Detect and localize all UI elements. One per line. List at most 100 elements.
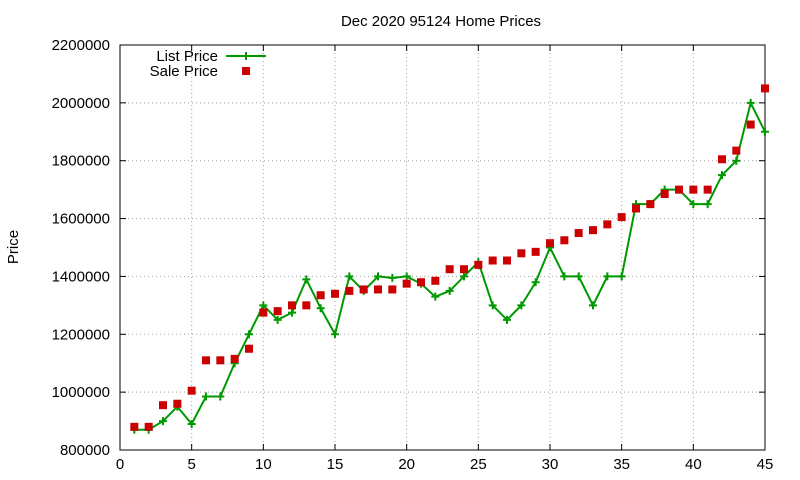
list-price-point: [560, 272, 569, 281]
sale-price-point: [675, 185, 683, 194]
sale-price-point: [187, 386, 196, 395]
list-price-point: [718, 171, 726, 180]
ticks-layer: 0 5 10 15 20 25 30 35 40 45 800000 1000000 1200000 14…: [52, 37, 774, 473]
sale-price-point: [359, 285, 368, 294]
list-price-point: [746, 98, 755, 107]
sale-price-point: [388, 285, 397, 294]
sale-price-point: [331, 289, 339, 298]
list-price-point: [316, 304, 325, 313]
sale-price-point: [746, 120, 755, 129]
sale-price-point: [302, 301, 311, 310]
x-tick-label: 20: [398, 456, 415, 473]
sale-price-point: [245, 344, 253, 353]
sale-price-point: [460, 265, 468, 274]
legend-label: Sale Price: [150, 63, 218, 80]
sale-price-point: [273, 307, 282, 316]
sale-price-point: [259, 308, 268, 317]
sale-price-point: [417, 278, 425, 287]
legend-label: List Price: [156, 48, 218, 65]
y-tick-label: 1400000: [52, 268, 110, 285]
sale-price-point: [216, 356, 225, 365]
y-tick-label: 800000: [60, 442, 110, 459]
list-price-point: [374, 272, 382, 281]
sale-price-point: [646, 200, 655, 209]
x-tick-label: 15: [327, 456, 344, 473]
sale-price-point: [689, 185, 698, 194]
x-tick-label: 45: [757, 456, 774, 473]
chart-title: Dec 2020 95124 Home Prices: [341, 13, 541, 30]
x-tick-label: 0: [116, 456, 124, 473]
list-price-point: [732, 156, 741, 165]
x-tick-label: 35: [613, 456, 630, 473]
list-price-point: [431, 292, 440, 301]
list-price-point: [574, 272, 583, 281]
list-price-point: [445, 286, 454, 295]
sale-price-point: [732, 146, 741, 155]
sale-price-point: [144, 422, 153, 431]
sale-price-point: [345, 286, 354, 295]
list-price-point: [689, 200, 698, 209]
grid-layer: [120, 45, 765, 450]
list-price-point: [488, 301, 497, 310]
sale-price-point: [617, 213, 626, 222]
sale-price-point: [703, 185, 712, 194]
sale-price-point: [173, 399, 182, 408]
list-price-point: [603, 272, 612, 281]
list-price-point: [288, 308, 296, 317]
sale-price-point: [718, 155, 726, 164]
x-tick-label: 5: [187, 456, 195, 473]
sale-price-point: [517, 249, 526, 258]
list-price-point: [460, 272, 468, 281]
list-price-point: [345, 272, 354, 281]
y-axis-label: Price: [5, 230, 22, 264]
sale-price-point: [130, 422, 139, 431]
sale-price-point: [230, 354, 239, 363]
sale-price-point: [202, 356, 210, 365]
sale-price-point: [603, 220, 612, 229]
y-tick-label: 1600000: [52, 211, 110, 228]
series-layer: [130, 84, 769, 434]
sale-price-point: [445, 265, 454, 274]
y-tick-label: 1000000: [52, 384, 110, 401]
list-price-point: [517, 301, 526, 310]
sale-price-point: [531, 247, 540, 256]
list-price-point: [245, 330, 253, 339]
y-tick-label: 2000000: [52, 95, 110, 112]
list-price-point: [402, 272, 411, 281]
list-price-point: [503, 315, 511, 324]
sale-price-point: [503, 256, 511, 265]
sale-price-point: [574, 229, 583, 238]
sale-price-point: [474, 260, 483, 269]
list-price-point: [273, 315, 282, 324]
sale-price-point: [288, 301, 296, 310]
sale-price-point: [159, 401, 167, 410]
list-price-point: [388, 273, 397, 282]
x-tick-label: 30: [542, 456, 559, 473]
list-price-point: [259, 301, 268, 310]
list-price-point: [531, 278, 540, 287]
list-price-point: [202, 392, 210, 401]
sale-price-point: [488, 256, 497, 265]
y-tick-label: 2200000: [52, 37, 110, 54]
list-price-point: [159, 417, 167, 426]
sale-price-point: [431, 276, 440, 285]
list-price-point: [617, 272, 626, 281]
sale-price-point: [546, 239, 554, 248]
list-price-point: [761, 127, 769, 136]
x-tick-label: 10: [255, 456, 272, 473]
list-price-point: [216, 392, 225, 401]
sale-price-point: [402, 279, 411, 288]
sale-price-point: [589, 226, 597, 235]
y-tick-label: 1200000: [52, 326, 110, 343]
sale-price-point: [660, 189, 669, 198]
list-price-point: [703, 200, 712, 209]
sale-price-point: [632, 204, 640, 213]
x-tick-label: 25: [470, 456, 487, 473]
y-tick-label: 1800000: [52, 153, 110, 170]
list-price-point: [302, 275, 311, 284]
list-price-point: [187, 419, 196, 428]
plot-frame: [119, 44, 766, 451]
list-price-point: [331, 330, 339, 339]
